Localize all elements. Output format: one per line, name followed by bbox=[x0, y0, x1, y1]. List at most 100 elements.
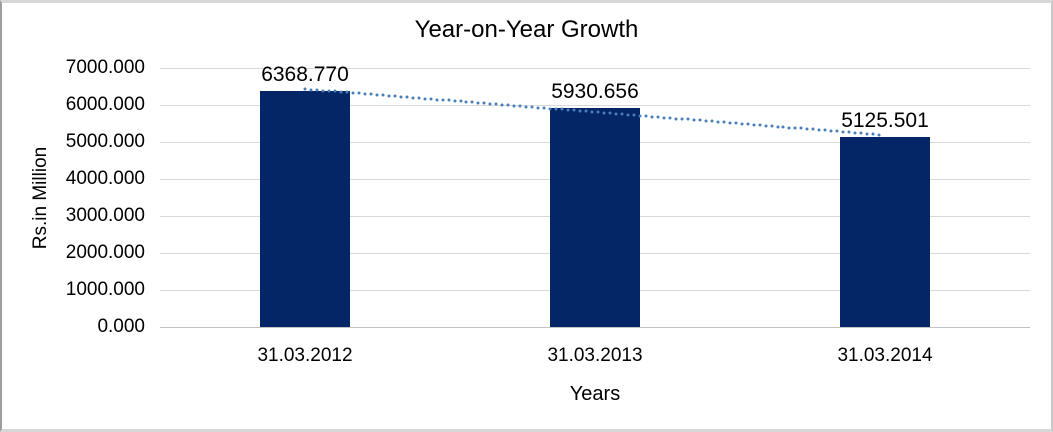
trendline-dot bbox=[399, 95, 403, 99]
trendline-dot bbox=[734, 121, 738, 125]
trendline-dot bbox=[506, 103, 510, 107]
trendline-dot bbox=[459, 99, 462, 103]
chart-title: Year-on-Year Growth bbox=[414, 16, 639, 43]
trendline-dot bbox=[877, 133, 881, 137]
gridline bbox=[160, 68, 1030, 69]
trendline-dot bbox=[776, 125, 780, 129]
x-category-label: 31.03.2014 bbox=[837, 345, 933, 366]
trendline-dot bbox=[662, 116, 666, 120]
trendline-dot bbox=[871, 132, 875, 136]
trendline-dot bbox=[453, 99, 457, 103]
trendline-dot bbox=[728, 121, 732, 125]
trendline-dot bbox=[387, 94, 391, 98]
trendline-dot bbox=[345, 90, 349, 94]
trendline-dot bbox=[811, 127, 815, 131]
trendline-dot bbox=[464, 100, 468, 104]
trendline-dot bbox=[512, 104, 516, 108]
trendline-dot bbox=[417, 96, 421, 100]
trendline-dot bbox=[375, 93, 379, 97]
trendline-dot bbox=[644, 114, 648, 118]
trendline-dot bbox=[787, 126, 791, 130]
y-tick-label: 4000.000 bbox=[65, 168, 145, 189]
y-tick-label: 5000.000 bbox=[65, 131, 145, 152]
trendline-dot bbox=[578, 109, 582, 113]
trendline-dot bbox=[303, 87, 307, 91]
trendline-dot bbox=[524, 105, 528, 109]
y-axis-title: Rs.in Million bbox=[30, 146, 51, 250]
trendline-dot bbox=[423, 97, 427, 101]
trendline-dot bbox=[805, 127, 809, 131]
trendline-dot bbox=[770, 124, 774, 128]
bar-value-label: 5125.501 bbox=[841, 109, 929, 133]
trendline-dot bbox=[764, 124, 768, 128]
trendline-dot bbox=[620, 112, 624, 116]
bar bbox=[840, 137, 930, 327]
trendline-dot bbox=[817, 128, 821, 132]
trendline-dot bbox=[476, 101, 480, 105]
trendline-dot bbox=[859, 131, 863, 135]
trendline-dot bbox=[656, 115, 660, 119]
trendline-dot bbox=[441, 98, 445, 102]
trendline-dot bbox=[351, 91, 355, 95]
bar bbox=[550, 107, 640, 327]
trendline-dot bbox=[560, 107, 564, 111]
trendline-dot bbox=[494, 102, 498, 106]
y-tick-label: 7000.000 bbox=[65, 57, 145, 78]
trendline-dot bbox=[716, 120, 720, 124]
trendline-dot bbox=[626, 113, 630, 117]
trendline-dot bbox=[704, 119, 708, 123]
trendline-dot bbox=[841, 130, 845, 134]
trendline-dot bbox=[566, 108, 570, 112]
bar-value-label: 5930.656 bbox=[551, 79, 639, 103]
trendline-dot bbox=[865, 132, 869, 136]
trendline-dot bbox=[650, 115, 654, 119]
y-tick-label: 1000.000 bbox=[65, 279, 145, 300]
plot-area: 6368.770 5930.656 5125.501 bbox=[160, 63, 1030, 328]
trendline-dot bbox=[746, 122, 750, 126]
x-category-label: 31.03.2012 bbox=[257, 345, 353, 366]
trendline-dot bbox=[327, 89, 331, 93]
trendline-dot bbox=[363, 92, 367, 96]
trendline-dot bbox=[411, 96, 415, 100]
trendline-dot bbox=[470, 100, 474, 104]
trendline-dot bbox=[333, 89, 337, 93]
trendline-dot bbox=[393, 94, 397, 98]
trendline-dot bbox=[602, 111, 606, 115]
trendline-dot bbox=[500, 103, 504, 107]
trendline-dot bbox=[668, 116, 672, 120]
trendline-dot bbox=[447, 98, 451, 102]
trendline-dot bbox=[752, 123, 756, 127]
trendline-dot bbox=[793, 126, 797, 130]
trendline-dot bbox=[369, 92, 373, 96]
trendline-dot bbox=[638, 114, 642, 118]
trendline-dot bbox=[680, 117, 684, 121]
trendline-dot bbox=[823, 128, 827, 132]
trendline-dot bbox=[488, 102, 492, 106]
trendline-dot bbox=[835, 129, 839, 133]
trendline-dot bbox=[357, 91, 361, 95]
trendline-dot bbox=[674, 117, 678, 120]
trendline-dot bbox=[584, 109, 588, 113]
trendline-dot bbox=[381, 93, 385, 97]
trendline-dot bbox=[722, 120, 726, 124]
trendline-dot bbox=[758, 123, 762, 127]
trendline-dot bbox=[536, 106, 540, 110]
trendline-dot bbox=[530, 105, 534, 109]
trendline-dot bbox=[692, 118, 696, 122]
x-axis-title: Years bbox=[569, 383, 621, 405]
y-tick-label: 2000.000 bbox=[65, 242, 145, 263]
trendline-dot bbox=[596, 110, 600, 114]
trendline-dot bbox=[315, 88, 319, 92]
trendline-dot bbox=[542, 106, 546, 110]
trendline-dot bbox=[590, 110, 594, 114]
trendline-dot bbox=[548, 107, 552, 111]
trendline-dot bbox=[429, 97, 433, 101]
trendline-dot bbox=[799, 126, 803, 130]
y-tick-label: 0.000 bbox=[97, 316, 145, 337]
trendline-dot bbox=[321, 89, 325, 92]
trendline-dot bbox=[482, 101, 486, 105]
trendline-dot bbox=[740, 122, 744, 126]
trendline-dot bbox=[554, 107, 558, 111]
gridline bbox=[160, 105, 1030, 106]
